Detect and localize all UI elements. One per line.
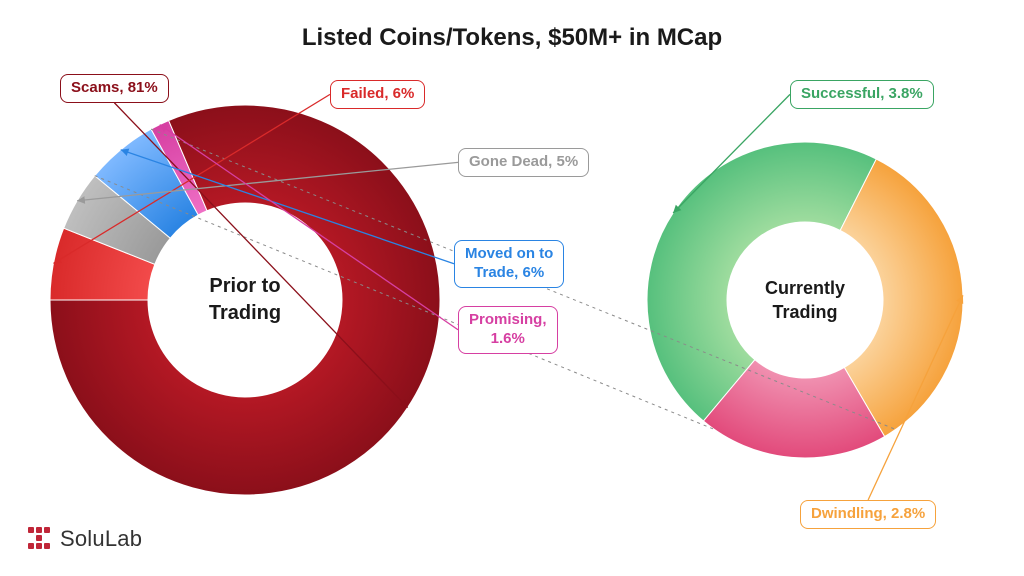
solulab-logo-icon [28,527,52,551]
chart-title: Listed Coins/Tokens, $50M+ in MCap [0,24,1024,52]
logo-text: SoluLab [60,526,142,552]
label-scams: Scams, 81% [60,74,169,103]
label-successful: Successful, 3.8% [790,80,934,109]
label-dwindling: Dwindling, 2.8% [800,500,936,529]
label-promising: Promising, 1.6% [458,306,558,354]
label-moved-on: Moved on to Trade, 6% [454,240,564,288]
left-donut-chart [44,99,446,501]
right-donut-chart [641,136,969,464]
label-failed: Failed, 6% [330,80,425,109]
label-gone-dead: Gone Dead, 5% [458,148,589,177]
logo: SoluLab [28,526,142,552]
